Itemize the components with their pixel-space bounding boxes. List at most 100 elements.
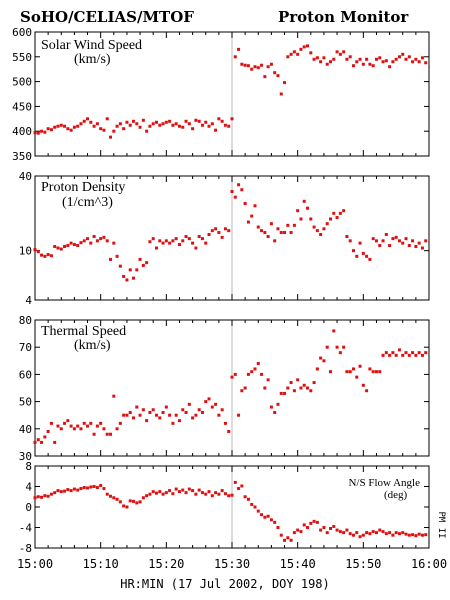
data-point: [145, 494, 149, 498]
data-point: [125, 278, 129, 282]
data-point: [168, 413, 172, 417]
data-point: [177, 243, 181, 247]
data-point: [72, 125, 76, 129]
panel-title: Thermal Speed: [41, 324, 126, 339]
data-point: [306, 44, 310, 48]
data-point: [125, 120, 129, 124]
data-point: [148, 410, 152, 414]
data-point: [132, 276, 135, 280]
data-point: [223, 123, 227, 127]
data-point: [358, 57, 362, 61]
data-point: [286, 536, 290, 540]
data-point: [187, 402, 191, 406]
data-point: [174, 413, 178, 417]
panel-units: (km/s): [74, 52, 111, 67]
data-point: [105, 432, 109, 436]
data-point: [345, 57, 349, 61]
data-point: [138, 257, 142, 261]
data-point: [184, 119, 188, 123]
data-point: [312, 57, 316, 61]
data-point: [309, 217, 313, 221]
data-point: [322, 359, 326, 363]
x-tick-label: 15:30: [214, 557, 250, 571]
data-point: [401, 531, 405, 535]
data-point: [105, 117, 109, 121]
instrument-title: SoHO/CELIAS/MTOF: [20, 8, 194, 26]
data-point: [204, 241, 208, 245]
y-tick-label: 450: [12, 100, 32, 113]
data-point: [135, 122, 139, 126]
data-point: [125, 413, 129, 417]
data-point: [345, 235, 349, 239]
data-point: [371, 237, 375, 241]
data-point: [99, 483, 103, 487]
data-point: [33, 248, 37, 252]
data-point: [115, 427, 119, 431]
data-point: [368, 62, 372, 66]
data-point: [33, 496, 37, 500]
data-point: [63, 245, 67, 249]
data-point: [325, 222, 329, 226]
data-point: [263, 386, 267, 390]
data-point: [214, 227, 218, 231]
data-point: [424, 61, 428, 65]
data-point: [112, 241, 116, 245]
data-point: [286, 386, 290, 390]
data-point: [394, 353, 398, 357]
data-point: [95, 424, 99, 428]
data-point: [332, 329, 336, 333]
data-point: [122, 413, 126, 417]
data-point: [122, 274, 126, 278]
data-point: [92, 124, 96, 128]
data-point: [391, 237, 395, 241]
data-point: [233, 55, 237, 59]
data-point: [174, 237, 178, 241]
data-point: [63, 124, 67, 128]
data-point: [109, 257, 113, 261]
x-axis-label: HR:MIN (17 Jul 2002, DOY 198): [120, 577, 330, 591]
data-point: [66, 419, 70, 423]
data-point: [204, 400, 208, 404]
data-point: [79, 241, 83, 245]
data-point: [161, 241, 165, 245]
data-point: [286, 55, 290, 59]
data-point: [118, 500, 122, 504]
data-point: [233, 195, 237, 199]
data-point: [187, 487, 191, 491]
data-point: [246, 372, 250, 376]
data-point: [181, 408, 185, 412]
data-point: [243, 63, 247, 67]
data-point: [338, 211, 342, 215]
data-point: [105, 239, 109, 243]
data-point: [151, 237, 155, 241]
data-point: [302, 383, 306, 387]
data-point: [128, 268, 132, 272]
data-point: [220, 408, 224, 412]
data-point: [397, 532, 401, 536]
data-point: [263, 231, 267, 235]
data-point: [335, 528, 339, 532]
data-point: [355, 60, 359, 64]
data-points: [33, 329, 428, 444]
y-tick-label: 10: [19, 245, 32, 258]
y-tick-label: 4: [25, 294, 32, 307]
panel-2: 4 10 40 Proton Density(1/cm^3): [19, 170, 430, 307]
data-point: [46, 430, 50, 434]
data-point: [164, 120, 168, 124]
data-point: [132, 416, 135, 420]
data-point: [355, 531, 359, 535]
data-point: [394, 57, 398, 61]
data-point: [138, 413, 142, 417]
data-point: [296, 528, 300, 532]
data-point: [388, 353, 392, 357]
data-point: [384, 232, 388, 236]
data-point: [269, 222, 273, 226]
data-point: [312, 519, 316, 523]
data-point: [115, 497, 119, 501]
data-point: [351, 533, 355, 537]
data-point: [246, 64, 250, 68]
data-point: [200, 123, 204, 127]
data-point: [407, 55, 411, 59]
data-point: [243, 495, 247, 499]
